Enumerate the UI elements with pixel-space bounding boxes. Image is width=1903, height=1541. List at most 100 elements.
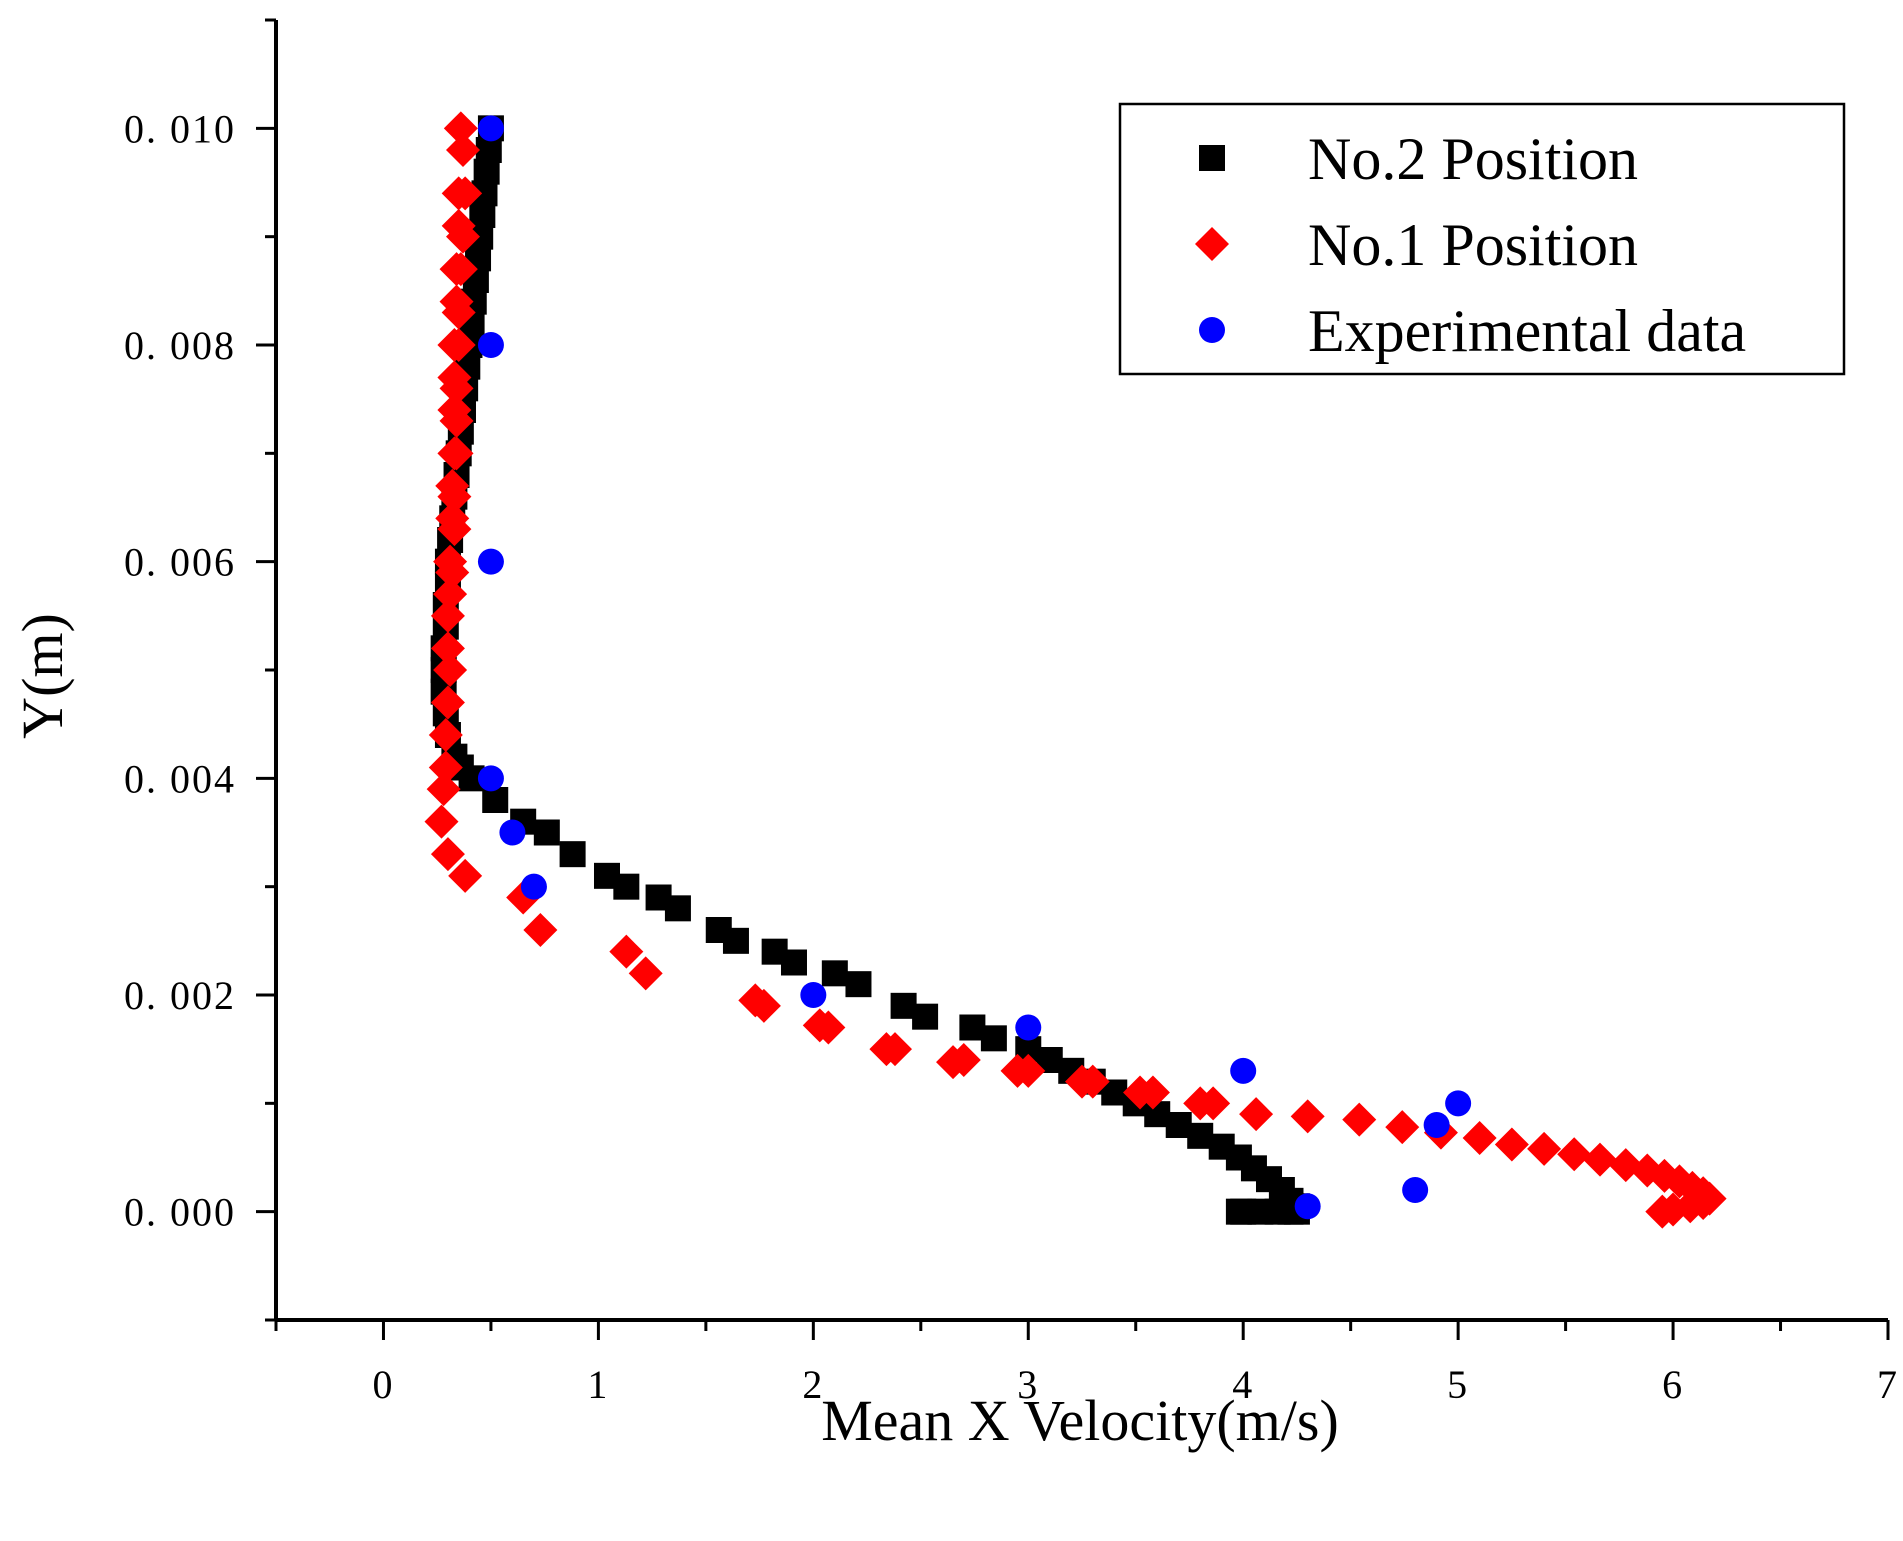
- no-1-position-point: [1557, 1137, 1592, 1172]
- no-2-position-point: [780, 949, 807, 976]
- legend-marker-no-2-position: [1199, 145, 1225, 171]
- no-1-position-point: [1494, 1127, 1529, 1162]
- legend-entry: No.1 Position: [1195, 212, 1638, 278]
- no-1-position-point: [441, 295, 476, 330]
- legend-label: No.2 Position: [1308, 126, 1638, 192]
- no-1-position-point: [435, 555, 470, 590]
- no-1-position-point: [439, 436, 474, 471]
- no-1-position-point: [1342, 1102, 1377, 1137]
- no-1-position-point: [1135, 1075, 1170, 1110]
- experimental-data-point: [477, 765, 504, 792]
- y-axis-title: Y(m): [10, 613, 75, 739]
- no-2-position-point: [559, 841, 586, 868]
- no-1-position-point: [428, 750, 463, 785]
- x-tick-label: 3: [1017, 1362, 1039, 1407]
- no-1-position-point: [430, 837, 465, 872]
- no-2-position-point: [912, 1003, 939, 1030]
- y-tick-label: 0. 002: [124, 973, 236, 1018]
- experimental-data-point: [1445, 1090, 1472, 1117]
- experimental-data-point: [1294, 1193, 1321, 1220]
- y-tick-label: 0. 000: [124, 1190, 236, 1235]
- no-1-position-point: [424, 804, 459, 839]
- no-2-position-point: [533, 819, 560, 846]
- no-1-position-point: [443, 252, 478, 287]
- no-1-position-point: [811, 1010, 846, 1045]
- no-1-position-point: [628, 956, 663, 991]
- experimental-data-point: [520, 873, 547, 900]
- no-1-position-point: [878, 1032, 913, 1067]
- no-1-position-point: [439, 403, 474, 438]
- experimental-data-point: [477, 332, 504, 358]
- y-tick-label: 0. 004: [124, 756, 236, 801]
- experimental-data-point: [477, 548, 504, 575]
- no-1-position-point: [1645, 1194, 1680, 1229]
- no-2-position-point: [613, 873, 640, 900]
- no-1-position-point: [426, 772, 461, 807]
- y-tick-label: 0. 008: [124, 323, 236, 368]
- no-1-position-point: [609, 934, 644, 969]
- series-no-1-position: [424, 111, 1727, 1229]
- legend-entry: No.2 Position: [1199, 126, 1638, 192]
- y-tick-label: 0. 006: [124, 540, 236, 585]
- experimental-data-point: [1230, 1057, 1257, 1084]
- no-1-position-point: [441, 328, 476, 362]
- no-1-position-point: [1290, 1099, 1325, 1134]
- no-2-position-point: [722, 927, 749, 954]
- no-1-position-point: [1011, 1053, 1046, 1088]
- x-tick-label: 1: [587, 1362, 609, 1407]
- no-1-position-point: [1239, 1097, 1274, 1132]
- no-1-position-point: [430, 598, 465, 633]
- experimental-data-point: [499, 819, 526, 846]
- legend-marker-no-1-position: [1195, 227, 1229, 261]
- no-2-position-point: [980, 1025, 1007, 1052]
- legend-label: Experimental data: [1308, 298, 1746, 364]
- no-1-position-point: [523, 913, 558, 947]
- x-tick-label: 4: [1232, 1362, 1254, 1407]
- no-1-position-point: [445, 219, 480, 254]
- no-1-position-point: [1385, 1110, 1420, 1145]
- experimental-data-point: [1423, 1112, 1450, 1138]
- no-1-position-point: [439, 371, 474, 406]
- experimental-data-point: [800, 982, 827, 1008]
- no-1-position-point: [437, 479, 472, 514]
- no-1-position-point: [433, 653, 468, 687]
- no-1-position-point: [448, 858, 483, 893]
- no-1-position-point: [746, 988, 781, 1023]
- legend-box: [1118, 102, 1846, 376]
- no-2-position-point: [664, 895, 691, 922]
- series-experimental-data: [477, 115, 1472, 1220]
- no-2-position-point: [821, 960, 848, 987]
- no-1-position-point: [1582, 1142, 1617, 1177]
- no-1-position-point: [437, 512, 472, 547]
- experimental-data-point: [1015, 1014, 1042, 1041]
- x-tick-label: 6: [1662, 1362, 1684, 1407]
- legend-entry: Experimental data: [1199, 298, 1746, 364]
- no-1-position-point: [946, 1043, 981, 1077]
- no-1-position-point: [1527, 1131, 1562, 1166]
- x-tick-label: 7: [1877, 1362, 1899, 1407]
- y-tick-label: 0. 010: [124, 106, 236, 151]
- legend-entries: No.2 Position No.1 Position Experimental d…: [1195, 126, 1746, 364]
- no-1-position-point: [1462, 1121, 1497, 1155]
- plot-marks: [424, 111, 1727, 1229]
- no-1-position-point: [1196, 1086, 1231, 1121]
- legend-label: No.1 Position: [1308, 212, 1638, 278]
- no-2-position-point: [482, 787, 509, 813]
- x-tick-label: 5: [1447, 1362, 1469, 1407]
- legend-marker-experimental-data: [1199, 317, 1225, 343]
- no-1-position-point: [448, 176, 483, 211]
- no-2-position-point: [845, 971, 872, 998]
- no-1-position-point: [433, 577, 468, 612]
- x-axis-title: Mean X Velocity(m/s): [821, 1388, 1339, 1453]
- x-tick-label: 2: [802, 1362, 824, 1407]
- experimental-data-point: [477, 115, 504, 142]
- no-1-position-point: [445, 133, 480, 167]
- no-1-position-point: [430, 631, 465, 666]
- axes: 0 1 2 3 4 5 6 7 0. 000 0. 002 0. 004 0. 006 0. 008 0.…: [124, 18, 1899, 1407]
- legend: No.2 Position No.1 Position Experimental d…: [1118, 102, 1846, 376]
- no-1-position-point: [1075, 1064, 1110, 1099]
- no-1-position-point: [428, 718, 463, 752]
- no-1-position-point: [443, 111, 478, 146]
- no-1-position-point: [430, 685, 465, 720]
